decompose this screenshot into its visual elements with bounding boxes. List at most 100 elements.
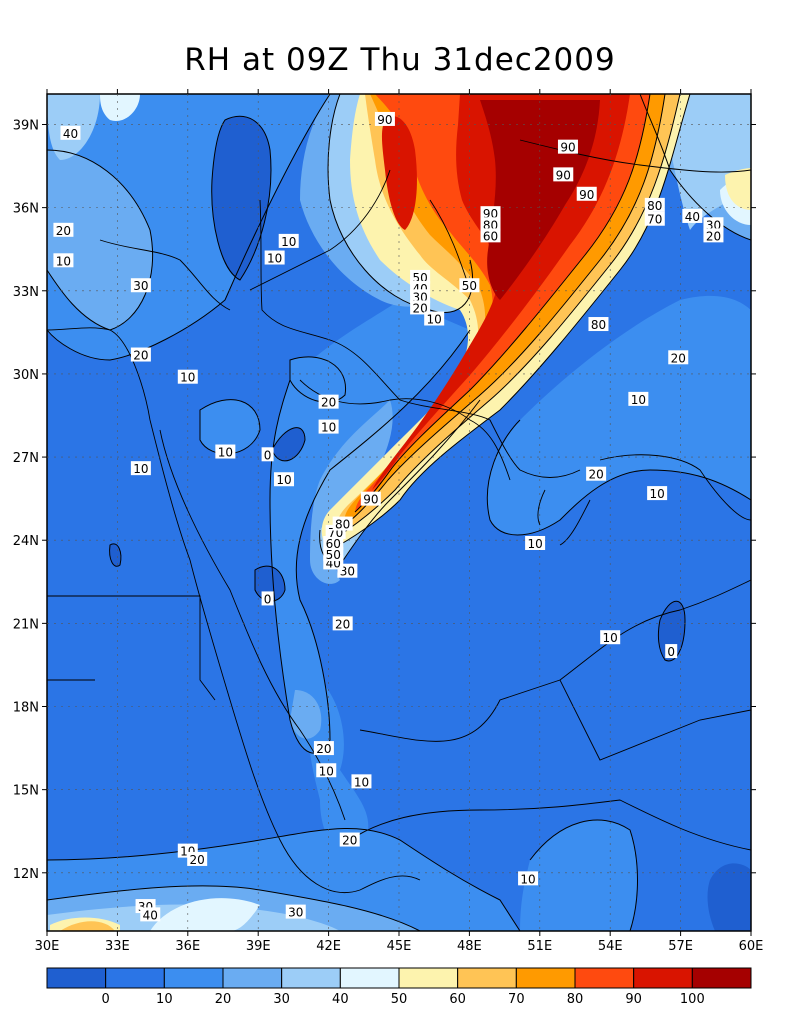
lat-tick-label: 36N (13, 202, 39, 217)
contour-label: 20 (706, 229, 721, 243)
contour-label-box (480, 217, 501, 232)
contour-label: 10 (56, 254, 71, 268)
contour-label: 10 (631, 393, 646, 407)
colorbar-swatch (691, 967, 752, 989)
lat-lon-grid (47, 94, 751, 931)
contour-label: 20 (316, 742, 331, 756)
rh-band-60-70 (725, 168, 751, 210)
map-title: RH at 09Z Thu 31dec2009 (184, 42, 616, 78)
contour-label-box (553, 167, 574, 182)
contour-label: 10 (649, 487, 664, 501)
colorbar-swatch (46, 967, 107, 989)
lat-tick-label: 39N (13, 118, 39, 133)
contour-label-box (187, 851, 208, 866)
lon-tick-label: 36E (175, 939, 200, 954)
rh-band-70-80 (60, 921, 115, 931)
contour-label: 90 (363, 493, 378, 507)
lat-tick-label: 30N (13, 368, 39, 383)
contour-label-box (588, 317, 609, 332)
lat-tick-label: 27N (13, 451, 39, 466)
contour-label: 20 (342, 834, 357, 848)
contour-label: 40 (685, 210, 700, 224)
rh-band-50-60 (150, 898, 260, 931)
contour-label: 10 (218, 446, 233, 460)
lat-tick-label: 18N (13, 701, 39, 716)
rh-band-0-10 (707, 863, 751, 931)
contour-label-box (410, 269, 431, 284)
contour-label: 80 (591, 318, 606, 332)
contour-label: 90 (579, 188, 594, 202)
contour-label-box (682, 208, 703, 223)
contour-label-box (332, 516, 353, 531)
colorbar: 0 10 20 30 40 50 60 70 80 90 100 (46, 967, 752, 1007)
contour-label-box (261, 447, 274, 462)
contour-label-box (278, 233, 299, 248)
contour-label-box (140, 907, 161, 922)
contour-label-box (130, 347, 151, 362)
rh-band-20-30 (520, 820, 638, 931)
colorbar-label: 90 (625, 992, 642, 1007)
lat-tick-label: 15N (13, 784, 39, 799)
contour-label: 10 (267, 252, 282, 266)
contour-label: 10 (527, 537, 542, 551)
contour-label: 10 (520, 872, 535, 886)
contour-label: 70 (647, 213, 662, 227)
rh-band-20-30 (270, 300, 470, 754)
contour-label: 10 (276, 473, 291, 487)
contour-label: 30 (133, 279, 148, 293)
lon-tick-label: 45E (387, 939, 412, 954)
colorbar-label: 40 (332, 992, 349, 1007)
contour-label: 90 (377, 113, 392, 127)
lon-tick-label: 30E (35, 939, 60, 954)
contour-label-box (518, 871, 539, 886)
lon-tick-label: 33E (105, 939, 130, 954)
colorbar-label: 50 (391, 992, 408, 1007)
colorbar-label: 30 (273, 992, 290, 1007)
contour-label-box (480, 228, 501, 243)
colorbar-swatch (574, 967, 635, 989)
contour-label-box (600, 630, 621, 645)
rh-band-100 (381, 116, 417, 230)
colorbar-label: 10 (156, 992, 173, 1007)
contour-label-box (53, 222, 74, 237)
rh-band-20-30 (308, 680, 369, 853)
contour-label: 20 (588, 468, 603, 482)
contour-label: 50 (462, 279, 477, 293)
contour-label: 10 (281, 235, 296, 249)
colorbar-label: 70 (508, 992, 525, 1007)
contour-label: 20 (321, 396, 336, 410)
colorbar-swatch (457, 967, 517, 989)
contour-label: 30 (288, 906, 303, 920)
contour-label-box (323, 547, 344, 562)
contour-label-box (130, 278, 151, 293)
contour-label-box (318, 394, 339, 409)
colorbar-label: 100 (680, 992, 705, 1007)
contour-label-box (628, 391, 649, 406)
contour-label: 90 (556, 168, 571, 182)
contour-label: 20 (412, 301, 427, 315)
colorbar-swatch (105, 967, 165, 989)
contour-label-box (644, 197, 665, 212)
contour-label-box (703, 228, 724, 243)
contour-label: 50 (326, 548, 341, 562)
rh-band-0-10 (211, 116, 271, 280)
contour-label-box (332, 616, 353, 631)
contour-label-box (130, 461, 151, 476)
contour-label: 20 (56, 224, 71, 238)
colorbar-swatch (339, 967, 400, 989)
contour-label-box (360, 491, 381, 506)
contour-label: 20 (190, 853, 205, 867)
lon-tick-label: 39E (246, 939, 271, 954)
contour-label: 30 (340, 565, 355, 579)
contour-label: 80 (647, 199, 662, 213)
contour-label: 40 (143, 908, 158, 922)
contour-lines (47, 94, 751, 931)
contour-label-box (318, 419, 339, 434)
contour-label-box (264, 250, 285, 265)
rh-band-50-60 (100, 94, 140, 121)
contour-label: 10 (180, 371, 195, 385)
contour-label-box (261, 591, 274, 606)
contour-label-box (53, 253, 74, 268)
colorbar-swatch (281, 967, 341, 989)
